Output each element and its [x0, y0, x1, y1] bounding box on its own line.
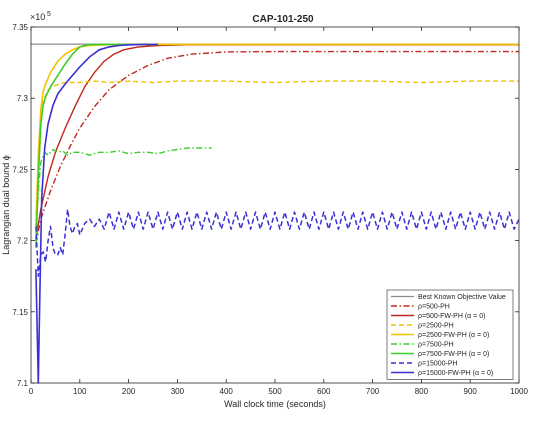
y-tick-label: 7.15 — [12, 308, 28, 317]
y-tick-label: 7.35 — [12, 23, 28, 32]
series-layer — [31, 43, 520, 384]
y-axis-label: Lagrangian dual bound ϕ — [1, 155, 11, 255]
legend-label-6: ρ=7500-PH — [418, 342, 454, 349]
legend-label-7: ρ=7500-FW-PH (α = 0) — [418, 351, 489, 358]
x-tick-label: 0 — [29, 387, 34, 396]
series-line-6 — [35, 147, 212, 241]
y-exponent-base: ×10 — [30, 12, 45, 22]
x-axis-label: Wall clock time (seconds) — [224, 399, 326, 409]
x-tick-label: 600 — [317, 387, 331, 396]
legend-label-5: ρ=2500-FW-PH (α = 0) — [418, 332, 489, 339]
legend: Best Known Objective Value ρ=500-PH ρ=500-… — [386, 289, 514, 380]
series-line-7 — [35, 43, 158, 248]
series-line-9 — [35, 43, 158, 384]
x-tick-label: 500 — [268, 387, 282, 396]
legend-label-8: ρ=15000-PH — [418, 361, 458, 368]
y-exponent-label: ×10 5 — [30, 11, 51, 22]
y-tick-label: 7.3 — [17, 94, 29, 103]
series-line-2 — [35, 50, 519, 244]
legend-label-2: ρ=500-PH — [418, 304, 450, 311]
legend-label-1: Best Known Objective Value — [418, 294, 506, 301]
legend-label-9: ρ=15000-FW-PH (α = 0) — [418, 370, 493, 377]
axes-layer: 0 100 200 300 400 500 600 700 800 900 1000 7.1 7.15 7… — [12, 23, 528, 396]
x-tick-label: 300 — [171, 387, 185, 396]
x-tick-label: 400 — [220, 387, 234, 396]
y-exponent-power: 5 — [47, 11, 51, 18]
x-tick-label: 700 — [366, 387, 380, 396]
x-tick-label: 900 — [464, 387, 478, 396]
y-tick-label: 7.1 — [17, 379, 29, 388]
y-tick-label: 7.25 — [12, 165, 28, 174]
legend-label-4: ρ=2500-PH — [418, 323, 454, 330]
legend-label-3: ρ=500-FW-PH (α = 0) — [418, 313, 485, 320]
x-tick-label: 200 — [122, 387, 136, 396]
x-tick-label: 800 — [415, 387, 429, 396]
series-line-8 — [35, 208, 520, 277]
y-tick-label: 7.2 — [17, 237, 29, 246]
x-tick-label: 1000 — [510, 387, 528, 396]
chart-title: CAP-101-250 — [252, 14, 314, 25]
series-line-4 — [35, 80, 519, 234]
x-tick-label: 100 — [73, 387, 87, 396]
